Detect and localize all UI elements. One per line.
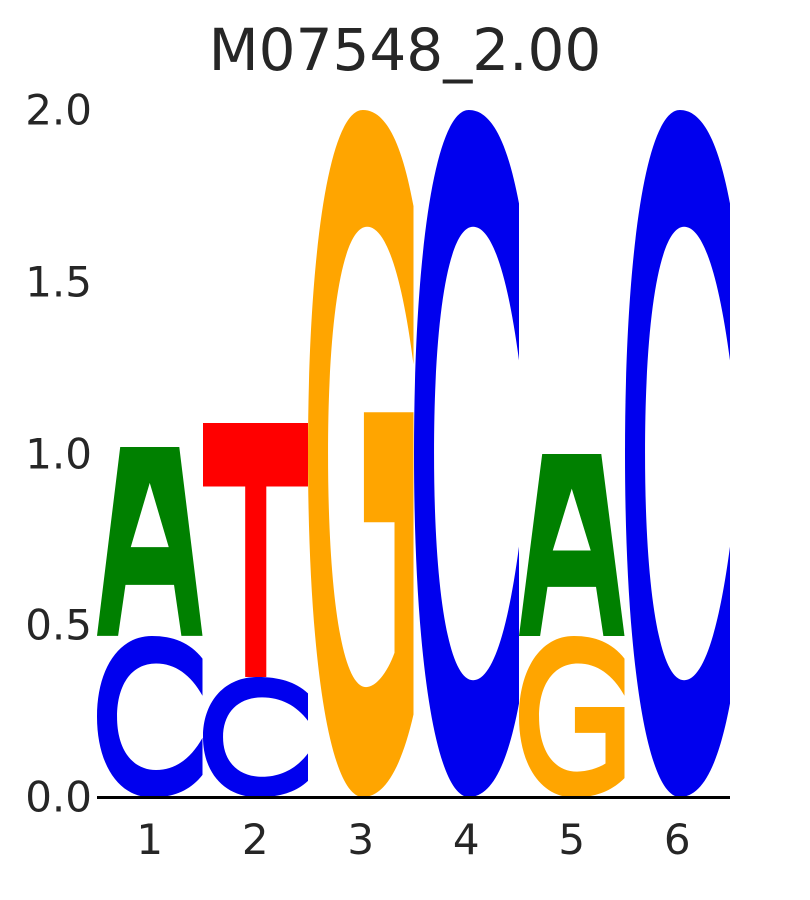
- logo-letter-A: [519, 453, 625, 636]
- y-tick-label: 0.0: [25, 772, 92, 822]
- x-tick-label: 6: [663, 815, 691, 864]
- x-tick-label: 1: [136, 815, 164, 864]
- x-tick-label: 5: [558, 815, 586, 864]
- logo-letter-G: [308, 110, 414, 797]
- x-axis-ticks: 1 2 3 4 5 6: [97, 812, 730, 872]
- y-axis-ticks: 2.0 1.5 1.0 0.5 0.0: [0, 0, 92, 900]
- logo-stack-position-1: [97, 110, 203, 797]
- logo-stack-position-3: [308, 110, 414, 797]
- logo-stacks: [97, 110, 730, 797]
- logo-stack-position-6: [624, 110, 730, 797]
- logo-letter-T: [202, 422, 308, 677]
- y-tick-label: 0.5: [25, 600, 92, 650]
- x-axis-line: [97, 796, 730, 799]
- x-tick-label: 3: [347, 815, 375, 864]
- logo-stack-position-2: [202, 110, 308, 797]
- y-tick-label: 1.0: [25, 429, 92, 478]
- y-tick-label: 2.0: [25, 85, 92, 135]
- logo-letter-C: [97, 635, 203, 797]
- logo-letter-C: [413, 110, 519, 797]
- logo-stack-position-5: [519, 110, 625, 797]
- page-title: M07548_2.00: [208, 16, 602, 84]
- logo-letter-C: [624, 110, 730, 797]
- logo-letter-C: [202, 676, 308, 797]
- logo-letter-G: [519, 635, 625, 797]
- plot-area: [97, 110, 730, 797]
- logo-letter-A: [97, 446, 203, 636]
- logo-stack-position-4: [413, 110, 519, 797]
- x-tick-label: 2: [241, 815, 269, 864]
- y-tick-label: 1.5: [25, 257, 92, 307]
- x-tick-label: 4: [452, 815, 480, 864]
